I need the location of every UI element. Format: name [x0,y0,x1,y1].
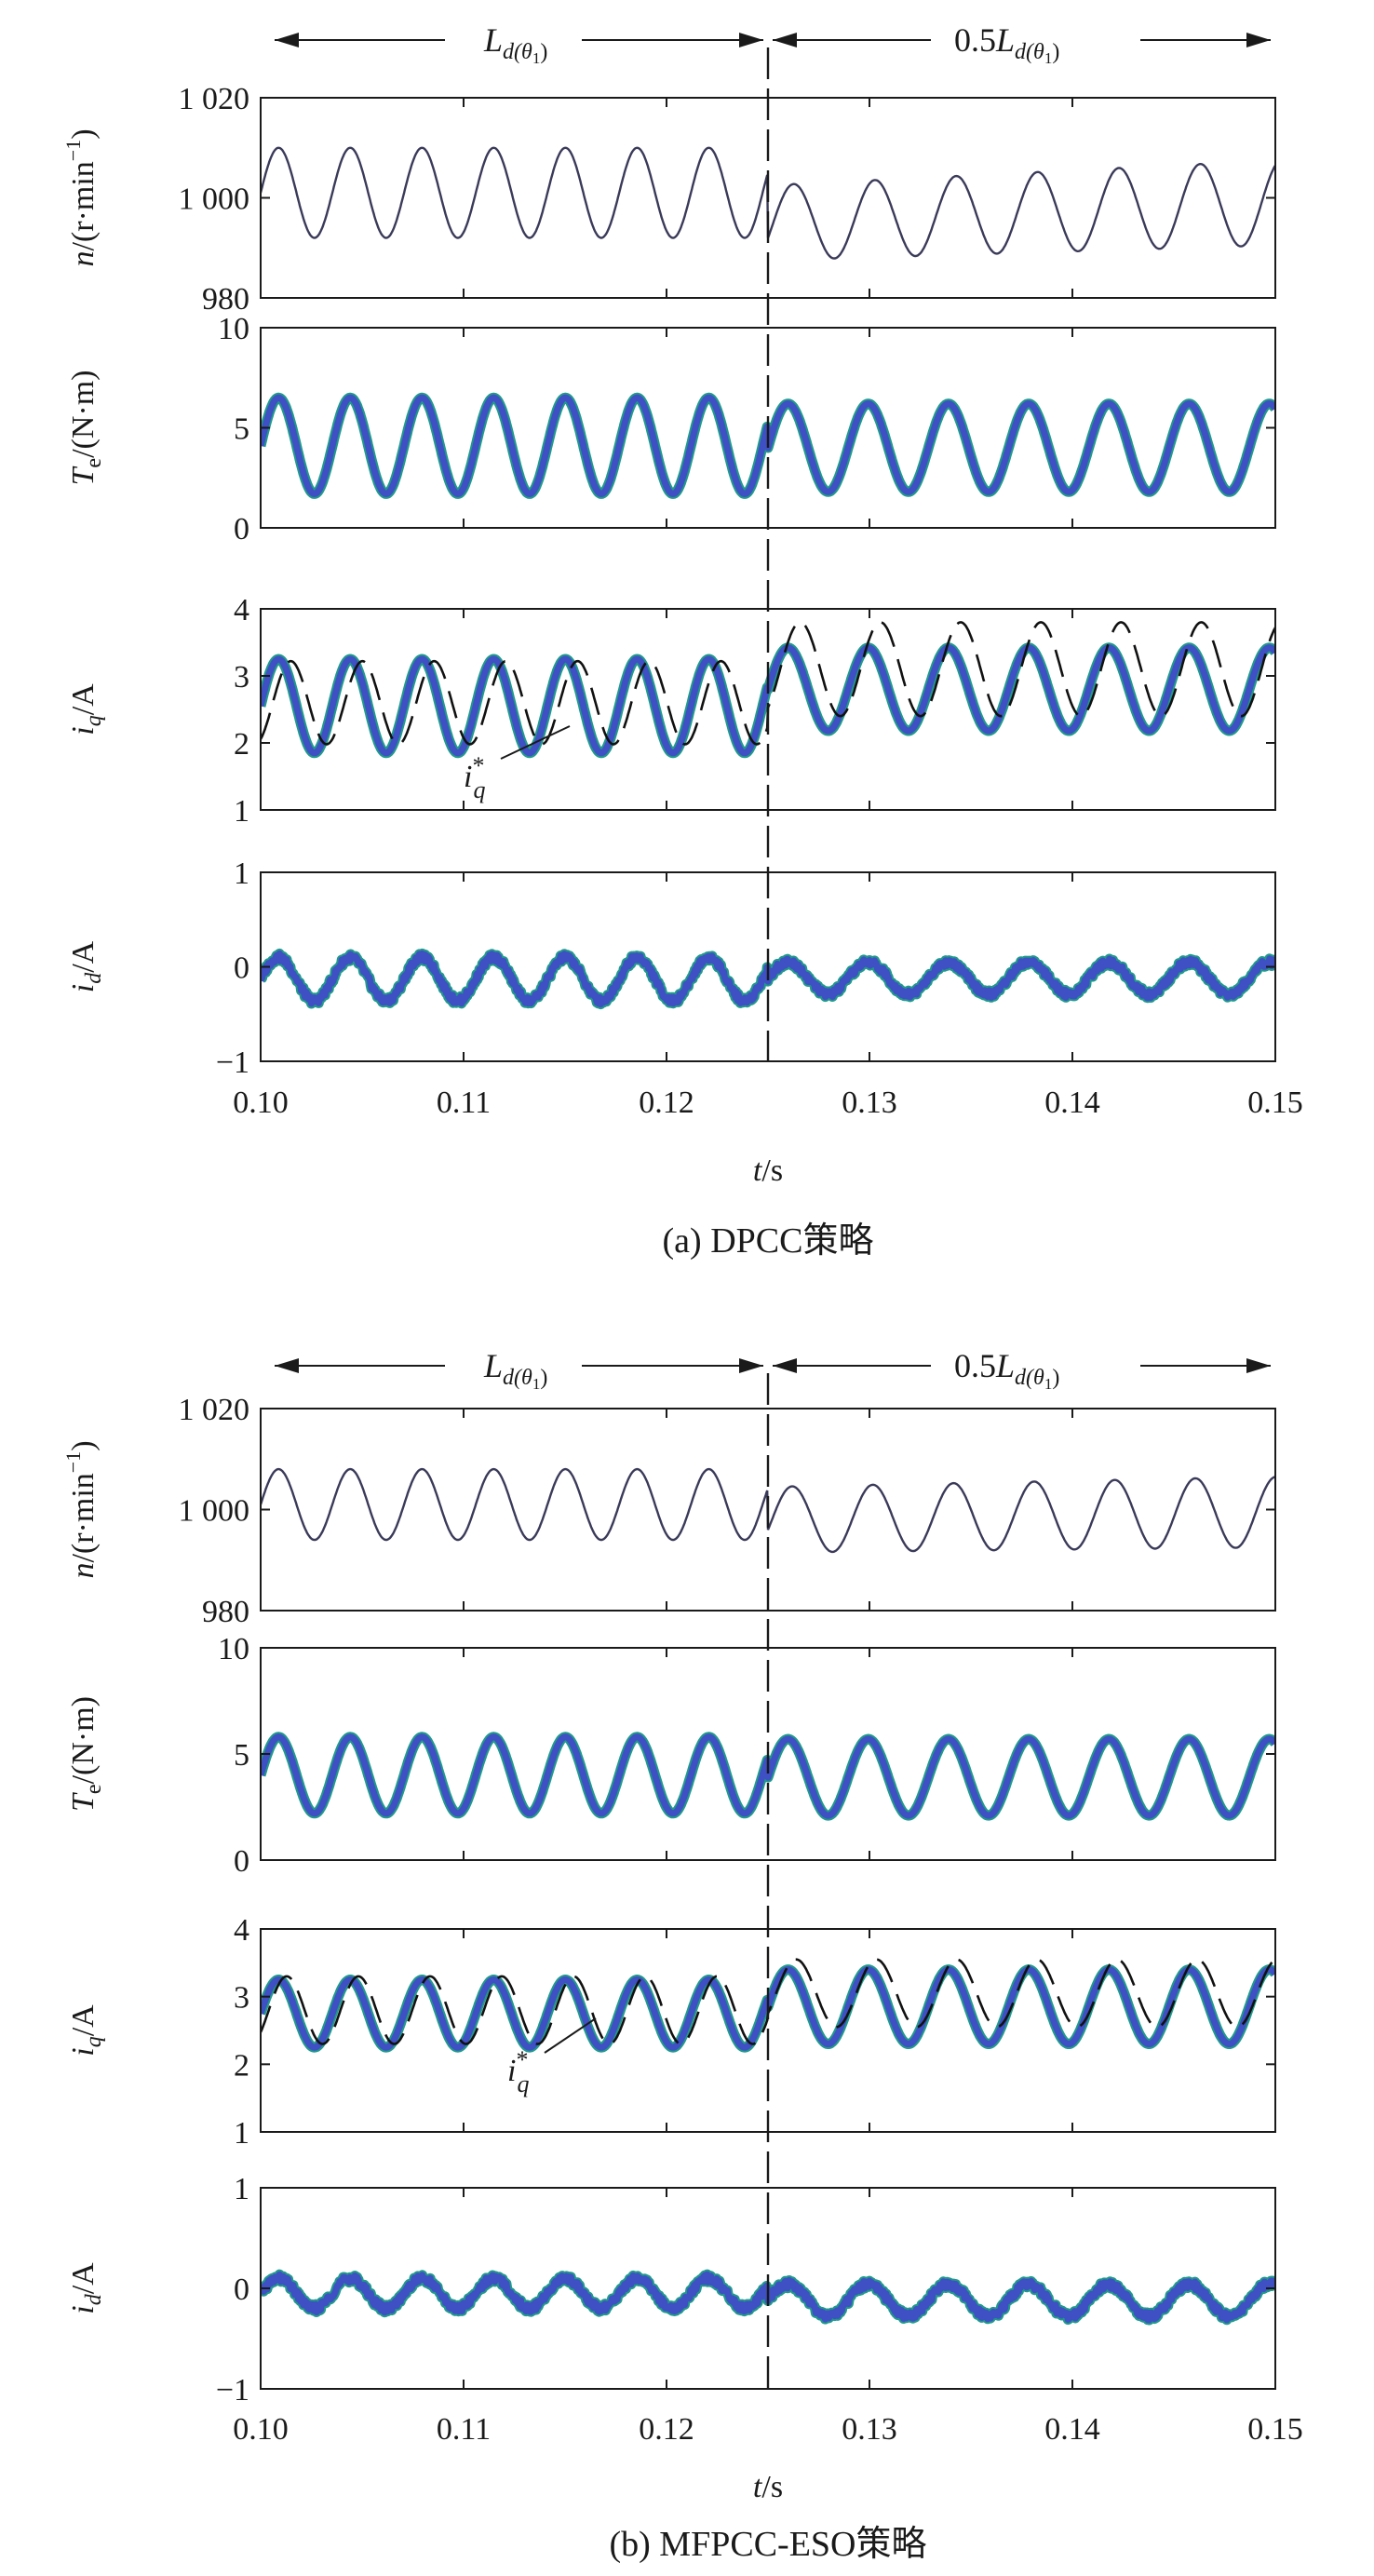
y-tick-label: 1 000 [179,1494,250,1529]
plot-area [261,1732,1275,1821]
y-axis-label: id/A [66,2262,106,2314]
x-tick-label: 0.14 [1044,1086,1100,1120]
x-axis-label: t/s [753,1153,783,1188]
series-speed [261,1467,1275,1554]
y-tick-label: 980 [202,1595,249,1629]
subplot-4: −1 0 1 id/A [66,2172,1276,2407]
y-tick-label: 1 [234,2172,249,2206]
panel-caption: (a) DPCC策略 [663,1221,874,1261]
y-tick-label: 5 [234,412,249,447]
y-tick-label: 0 [234,2273,249,2307]
y-tick-label: 3 [234,1981,249,2016]
arrowhead-left-icon [275,1358,299,1373]
y-tick-label: 1 000 [179,182,250,217]
y-tick-label: 4 [234,593,249,627]
arrowhead-left-icon [773,1358,797,1373]
arrowhead-right-icon [739,33,763,47]
x-tick-label: 0.15 [1247,2412,1303,2447]
subplot-3: 1 2 3 4 iq/A i* q [66,593,1276,829]
arrowhead-right-icon [1246,33,1271,47]
y-axis-label: iq/A [66,2004,106,2057]
y-axis-label: n/(r·min−1) [61,1440,101,1578]
y-tick-label: 1 [234,856,249,891]
x-tick-label: 0.15 [1247,1086,1303,1120]
y-tick-label: 1 020 [179,82,250,116]
y-tick-label: −1 [216,1045,249,1080]
y-tick-label: 0 [234,512,249,546]
x-tick-label: 0.13 [842,1086,897,1120]
panel-caption: (b) MFPCC-ESO策略 [610,2525,927,2564]
subplot-1: 980 1 000 1 020 n/(r·min−1) [61,1393,1276,1629]
y-tick-label: 1 020 [179,1393,250,1427]
y-axis-label: id/A [66,940,106,992]
arrowhead-right-icon [1246,1358,1271,1373]
y-tick-label: −1 [216,2373,249,2407]
y-tick-label: 1 [234,2116,249,2151]
y-tick-label: 10 [218,1632,249,1666]
annotation-iq-ref: i* q [464,752,485,803]
x-tick-label: 0.13 [842,2412,897,2447]
y-tick-label: 1 [234,794,249,829]
x-tick-label: 0.10 [233,1086,289,1120]
interval-label-right: 0.5Ld(θ1) [954,21,1059,67]
plot-area [261,948,1275,1010]
annotation-iq-ref: i* q [507,2046,529,2097]
x-axis-label: t/s [753,2470,783,2504]
interval-label-left: Ld(θ1) [483,1347,547,1393]
interval-label-right: 0.5Ld(θ1) [954,1347,1059,1393]
y-axis-label: Te/(N·m) [66,371,106,486]
subplot-1: 980 1 000 1 020 n/(r·min−1) [61,82,1276,317]
interval-arrows: Ld(θ1) 0.5Ld(θ1) [275,21,1271,67]
y-tick-label: 2 [234,2048,249,2083]
y-axis-label: iq/A [66,683,106,735]
y-axis-label: n/(r·min−1) [61,128,101,266]
x-tick-label: 0.12 [639,2412,694,2447]
x-tick-label: 0.11 [437,1086,491,1120]
series-measured [261,1733,1275,1819]
x-tick-labels: 0.10 0.11 0.12 0.13 0.14 0.15 [233,1086,1303,1120]
y-tick-label: 3 [234,660,249,695]
x-tick-label: 0.10 [233,2412,289,2447]
y-tick-label: 10 [218,312,249,346]
x-tick-label: 0.12 [639,1086,694,1120]
y-tick-label: 0 [234,1844,249,1879]
subplot-2: 0 5 10 Te/(N·m) [66,312,1276,546]
interval-arrows: Ld(θ1) 0.5Ld(θ1) [275,1347,1271,1393]
subplot-3: 1 2 3 4 iq/A i* q [66,1913,1276,2151]
y-tick-label: 0 [234,951,249,986]
y-tick-label: 2 [234,727,249,762]
x-tick-labels: 0.10 0.11 0.12 0.13 0.14 0.15 [233,2412,1303,2447]
interval-label-left: Ld(θ1) [483,21,547,67]
arrowhead-left-icon [773,33,797,47]
annotation-leader [500,725,571,760]
arrowhead-right-icon [739,1358,763,1373]
y-tick-label: 980 [202,282,249,317]
plot-area [261,1467,1275,1554]
y-axis-label: Te/(N·m) [66,1696,106,1812]
x-tick-label: 0.11 [437,2412,491,2447]
y-tick-label: 4 [234,1913,249,1948]
arrowhead-left-icon [275,33,299,47]
annotation-leader [544,2017,597,2054]
subplot-4: −1 0 1 id/A [66,856,1276,1080]
x-tick-label: 0.14 [1044,2412,1100,2447]
y-tick-label: 5 [234,1738,249,1773]
subplot-2: 0 5 10 Te/(N·m) [66,1632,1276,1879]
series-measured [261,950,1275,1008]
